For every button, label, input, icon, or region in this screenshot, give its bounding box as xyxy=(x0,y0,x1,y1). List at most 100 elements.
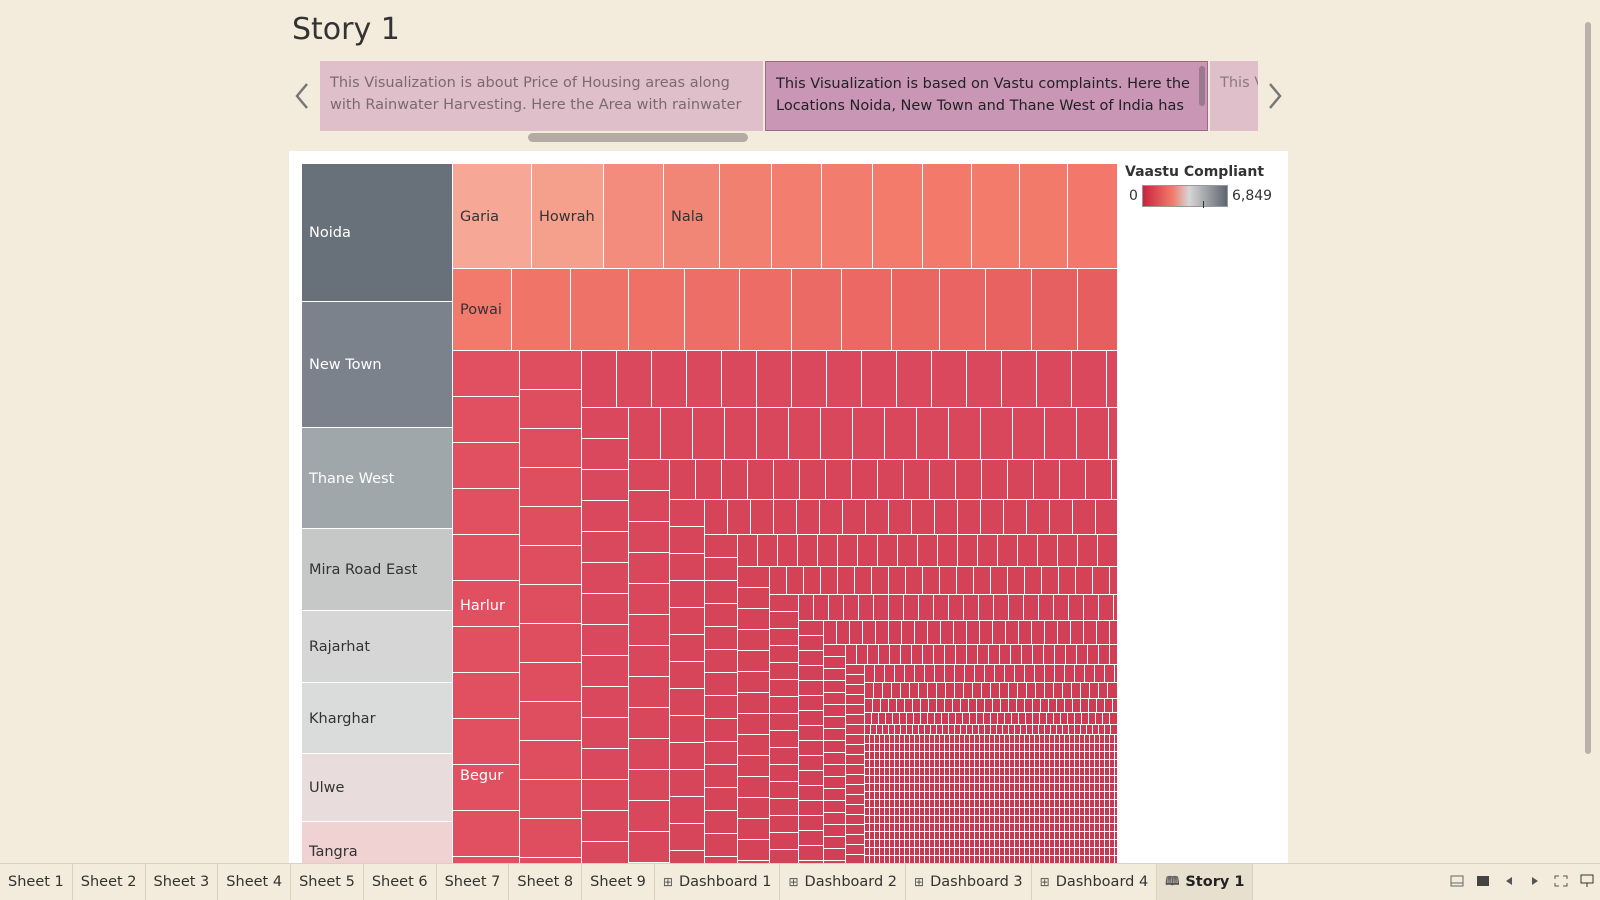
treemap-cell[interactable] xyxy=(884,783,891,793)
treemap-cell[interactable] xyxy=(669,850,706,864)
treemap-cell[interactable] xyxy=(1113,594,1117,622)
treemap-cell[interactable] xyxy=(939,751,946,761)
treemap-cell[interactable] xyxy=(1098,682,1109,700)
treemap-cell[interactable] xyxy=(1024,775,1031,785)
treemap-cell[interactable] xyxy=(798,635,825,652)
treemap-cell[interactable] xyxy=(918,594,935,622)
treemap-cell[interactable] xyxy=(903,594,920,622)
treemap-cell[interactable] xyxy=(899,847,906,857)
treemap-cell[interactable] xyxy=(974,734,981,745)
treemap-cell[interactable] xyxy=(894,855,901,864)
treemap-cell[interactable] xyxy=(964,815,971,825)
treemap-cell[interactable] xyxy=(889,759,896,769)
treemap-cell[interactable] xyxy=(884,734,891,745)
treemap-cell[interactable] xyxy=(864,682,875,700)
tab-dashboard-1[interactable]: ⊞ Dashboard 1 xyxy=(655,864,781,900)
treemap-cell[interactable] xyxy=(1025,712,1034,726)
treemap-cell[interactable] xyxy=(864,724,872,736)
treemap-cell[interactable] xyxy=(874,734,881,745)
treemap-cell[interactable] xyxy=(669,688,706,717)
treemap-cell[interactable] xyxy=(769,832,800,851)
treemap-cell[interactable] xyxy=(851,459,879,501)
treemap-cell[interactable] xyxy=(927,682,938,700)
treemap-cell[interactable] xyxy=(1064,799,1071,809)
treemap-cell[interactable] xyxy=(903,459,931,501)
treemap-cell[interactable] xyxy=(1067,712,1076,726)
treemap-cell[interactable] xyxy=(1094,664,1106,684)
treemap-cell[interactable] xyxy=(845,694,866,706)
treemap-cell[interactable] xyxy=(909,847,916,857)
treemap-cell[interactable] xyxy=(669,715,706,744)
treemap-cell[interactable] xyxy=(704,718,739,743)
treemap-cell[interactable] xyxy=(1092,724,1100,736)
treemap-cell[interactable] xyxy=(1034,831,1041,841)
treemap-cell[interactable] xyxy=(999,682,1010,700)
treemap-cell[interactable] xyxy=(963,682,974,700)
treemap-cell[interactable] xyxy=(1054,759,1061,769)
treemap-cell[interactable] xyxy=(924,823,931,833)
treemap-cell[interactable] xyxy=(1009,743,1016,753)
treemap-cell[interactable] xyxy=(916,407,950,461)
treemap-cell[interactable] xyxy=(989,807,996,817)
treemap-cell[interactable] xyxy=(1024,783,1031,793)
treemap-cell[interactable] xyxy=(1019,855,1026,864)
treemap-cell[interactable] xyxy=(1084,734,1091,745)
treemap-cell[interactable] xyxy=(798,800,825,817)
treemap-cell[interactable] xyxy=(899,759,906,769)
treemap-cell[interactable] xyxy=(977,644,990,666)
treemap-cell[interactable] xyxy=(929,759,936,769)
treemap-cell[interactable] xyxy=(452,534,521,582)
treemap-cell[interactable] xyxy=(1099,823,1106,833)
treemap-cell[interactable] xyxy=(900,644,913,666)
treemap-cell[interactable] xyxy=(879,759,886,769)
treemap-cell[interactable] xyxy=(1095,712,1104,726)
treemap-cell[interactable] xyxy=(899,712,908,726)
treemap-cell[interactable] xyxy=(1044,831,1051,841)
treemap-cell[interactable] xyxy=(845,774,866,786)
treemap-cell[interactable] xyxy=(949,751,956,761)
treemap-cell[interactable] xyxy=(976,712,985,726)
treemap-cell[interactable] xyxy=(1089,767,1096,777)
treemap-cell[interactable] xyxy=(1004,767,1011,777)
treemap-cell[interactable] xyxy=(1074,847,1081,857)
treemap-cell[interactable] xyxy=(1034,799,1041,809)
treemap-cell[interactable] xyxy=(864,823,871,833)
treemap-cell[interactable] xyxy=(959,839,966,849)
treemap-cell[interactable] xyxy=(1059,807,1066,817)
treemap-cell[interactable] xyxy=(984,847,991,857)
treemap-cell[interactable] xyxy=(1069,847,1076,857)
treemap-cell[interactable] xyxy=(1009,855,1016,864)
treemap-cell[interactable] xyxy=(879,815,886,825)
treemap-cell[interactable] xyxy=(1079,815,1086,825)
treemap-cell[interactable] xyxy=(934,791,941,801)
treemap-cell[interactable] xyxy=(704,672,739,697)
treemap-cell[interactable] xyxy=(954,847,961,857)
treemap-cell[interactable] xyxy=(1104,724,1112,736)
treemap-cell[interactable] xyxy=(984,791,991,801)
treemap-cell[interactable] xyxy=(874,847,881,857)
previous-sheet-icon[interactable] xyxy=(1502,874,1516,888)
treemap-cell[interactable] xyxy=(1004,775,1011,785)
treemap-cell[interactable] xyxy=(798,650,825,667)
treemap-cell[interactable] xyxy=(884,815,891,825)
treemap-cell[interactable] xyxy=(1034,815,1041,825)
treemap-cell[interactable] xyxy=(1099,775,1106,785)
treemap-cell[interactable] xyxy=(869,767,876,777)
treemap-cell[interactable] xyxy=(972,724,980,736)
treemap-cell[interactable] xyxy=(964,759,971,769)
treemap-cell[interactable] xyxy=(894,751,901,761)
treemap-cell[interactable] xyxy=(954,743,961,753)
treemap-cell[interactable] xyxy=(1074,751,1081,761)
treemap-cell[interactable] xyxy=(1094,743,1101,753)
treemap-cell[interactable] xyxy=(1094,783,1101,793)
treemap-cell[interactable] xyxy=(1114,783,1117,793)
treemap-cell[interactable] xyxy=(750,499,775,536)
treemap-cell[interactable] xyxy=(999,807,1006,817)
treemap-cell[interactable] xyxy=(1084,807,1091,817)
treemap-cell[interactable] xyxy=(914,664,926,684)
treemap-cell[interactable] xyxy=(519,857,583,864)
treemap-cell[interactable] xyxy=(942,724,950,736)
treemap-cell[interactable] xyxy=(1062,682,1073,700)
treemap-cell[interactable] xyxy=(1069,823,1076,833)
treemap-cell[interactable] xyxy=(1094,807,1101,817)
